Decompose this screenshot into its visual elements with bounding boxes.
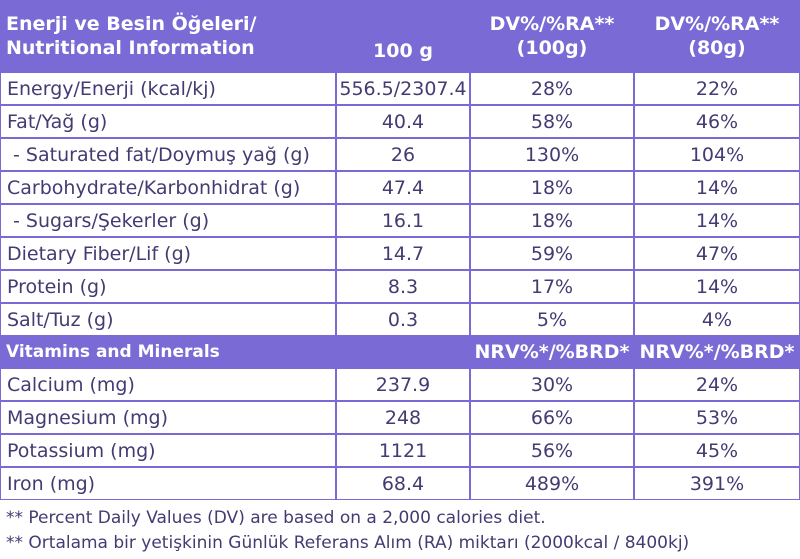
mineral-label-cell: Magnesium (mg) bbox=[0, 401, 336, 434]
nutrient-dv80-cell: 4% bbox=[634, 303, 800, 336]
nutrient-dv100-cell: 130% bbox=[470, 138, 634, 171]
nutrient-label-cell: Protein (g) bbox=[0, 270, 336, 303]
header-dv100-line2: (100g) bbox=[516, 37, 588, 59]
nutrient-dv80-cell: 47% bbox=[634, 237, 800, 270]
nutrient-dv100-cell: 58% bbox=[470, 105, 634, 138]
header-dv80-line1: DV%/%RA** bbox=[654, 13, 780, 35]
header-band bbox=[0, 0, 800, 72]
mineral-nrv80-cell: 391% bbox=[634, 467, 800, 500]
nutrient-dv80-cell: 14% bbox=[634, 204, 800, 237]
nutrient-label-cell: Fat/Yağ (g) bbox=[0, 105, 336, 138]
nutrient-dv80-cell: 104% bbox=[634, 138, 800, 171]
mineral-nrv100-cell: 66% bbox=[470, 401, 634, 434]
minerals-header-nrv80: NRV%*/%BRD* bbox=[639, 340, 795, 363]
header-col-100g: 100 g bbox=[373, 40, 433, 62]
nutrient-per100-cell: 26 bbox=[336, 138, 470, 171]
mineral-nrv100-cell: 56% bbox=[470, 434, 634, 467]
header-col-dv80: DV%/%RA** (80g) bbox=[634, 10, 800, 62]
nutrient-dv80-cell: 14% bbox=[634, 171, 800, 204]
nutrient-label-cell: Energy/Enerji (kcal/kj) bbox=[0, 72, 336, 105]
footnote-dv: ** Percent Daily Values (DV) are based o… bbox=[6, 508, 546, 528]
nutrient-dv100-cell: 5% bbox=[470, 303, 634, 336]
nutrient-dv80-cell: 14% bbox=[634, 270, 800, 303]
nutrient-label-cell: - Saturated fat/Doymuş yağ (g) bbox=[0, 138, 336, 171]
mineral-label-cell: Calcium (mg) bbox=[0, 368, 336, 401]
header-dv80-line2: (80g) bbox=[688, 37, 746, 59]
header-dv100-line1: DV%/%RA** bbox=[489, 13, 615, 35]
nutrient-dv80-cell: 22% bbox=[634, 72, 800, 105]
header-title-en: Nutritional Information bbox=[6, 37, 255, 59]
mineral-label-cell: Potassium (mg) bbox=[0, 434, 336, 467]
nutrient-dv80-cell: 46% bbox=[634, 105, 800, 138]
nutrient-label-cell: Salt/Tuz (g) bbox=[0, 303, 336, 336]
mineral-per100-cell: 68.4 bbox=[336, 467, 470, 500]
nutrient-per100-cell: 16.1 bbox=[336, 204, 470, 237]
nutrient-dv100-cell: 18% bbox=[470, 204, 634, 237]
header-title: Enerji ve Besin Öğeleri/ Nutritional Inf… bbox=[6, 10, 336, 62]
mineral-nrv100-cell: 30% bbox=[470, 368, 634, 401]
header-col-dv100: DV%/%RA** (100g) bbox=[470, 10, 634, 62]
mineral-label-cell: Iron (mg) bbox=[0, 467, 336, 500]
mineral-per100-cell: 237.9 bbox=[336, 368, 470, 401]
nutrient-per100-cell: 40.4 bbox=[336, 105, 470, 138]
footer-band bbox=[0, 498, 800, 559]
minerals-header-nrv100: NRV%*/%BRD* bbox=[474, 340, 630, 363]
minerals-header-label: Vitamins and Minerals bbox=[6, 341, 220, 362]
nutrient-per100-cell: 556.5/2307.4 bbox=[336, 72, 470, 105]
nutrient-per100-cell: 8.3 bbox=[336, 270, 470, 303]
minerals-header-band bbox=[0, 335, 800, 368]
mineral-per100-cell: 248 bbox=[336, 401, 470, 434]
mineral-per100-cell: 1121 bbox=[336, 434, 470, 467]
mineral-nrv100-cell: 489% bbox=[470, 467, 634, 500]
nutrient-dv100-cell: 17% bbox=[470, 270, 634, 303]
nutrient-dv100-cell: 28% bbox=[470, 72, 634, 105]
mineral-nrv80-cell: 45% bbox=[634, 434, 800, 467]
nutrient-label-cell: Dietary Fiber/Lif (g) bbox=[0, 237, 336, 270]
footnote-ra: ** Ortalama bir yetişkinin Günlük Refera… bbox=[6, 533, 690, 553]
nutrient-label-cell: - Sugars/Şekerler (g) bbox=[0, 204, 336, 237]
nutrient-label-cell: Carbohydrate/Karbonhidrat (g) bbox=[0, 171, 336, 204]
nutrient-dv100-cell: 59% bbox=[470, 237, 634, 270]
header-title-tr: Enerji ve Besin Öğeleri/ bbox=[6, 13, 257, 35]
nutrient-per100-cell: 0.3 bbox=[336, 303, 470, 336]
mineral-nrv80-cell: 24% bbox=[634, 368, 800, 401]
nutrient-per100-cell: 14.7 bbox=[336, 237, 470, 270]
nutrient-per100-cell: 47.4 bbox=[336, 171, 470, 204]
nutrient-dv100-cell: 18% bbox=[470, 171, 634, 204]
mineral-nrv80-cell: 53% bbox=[634, 401, 800, 434]
